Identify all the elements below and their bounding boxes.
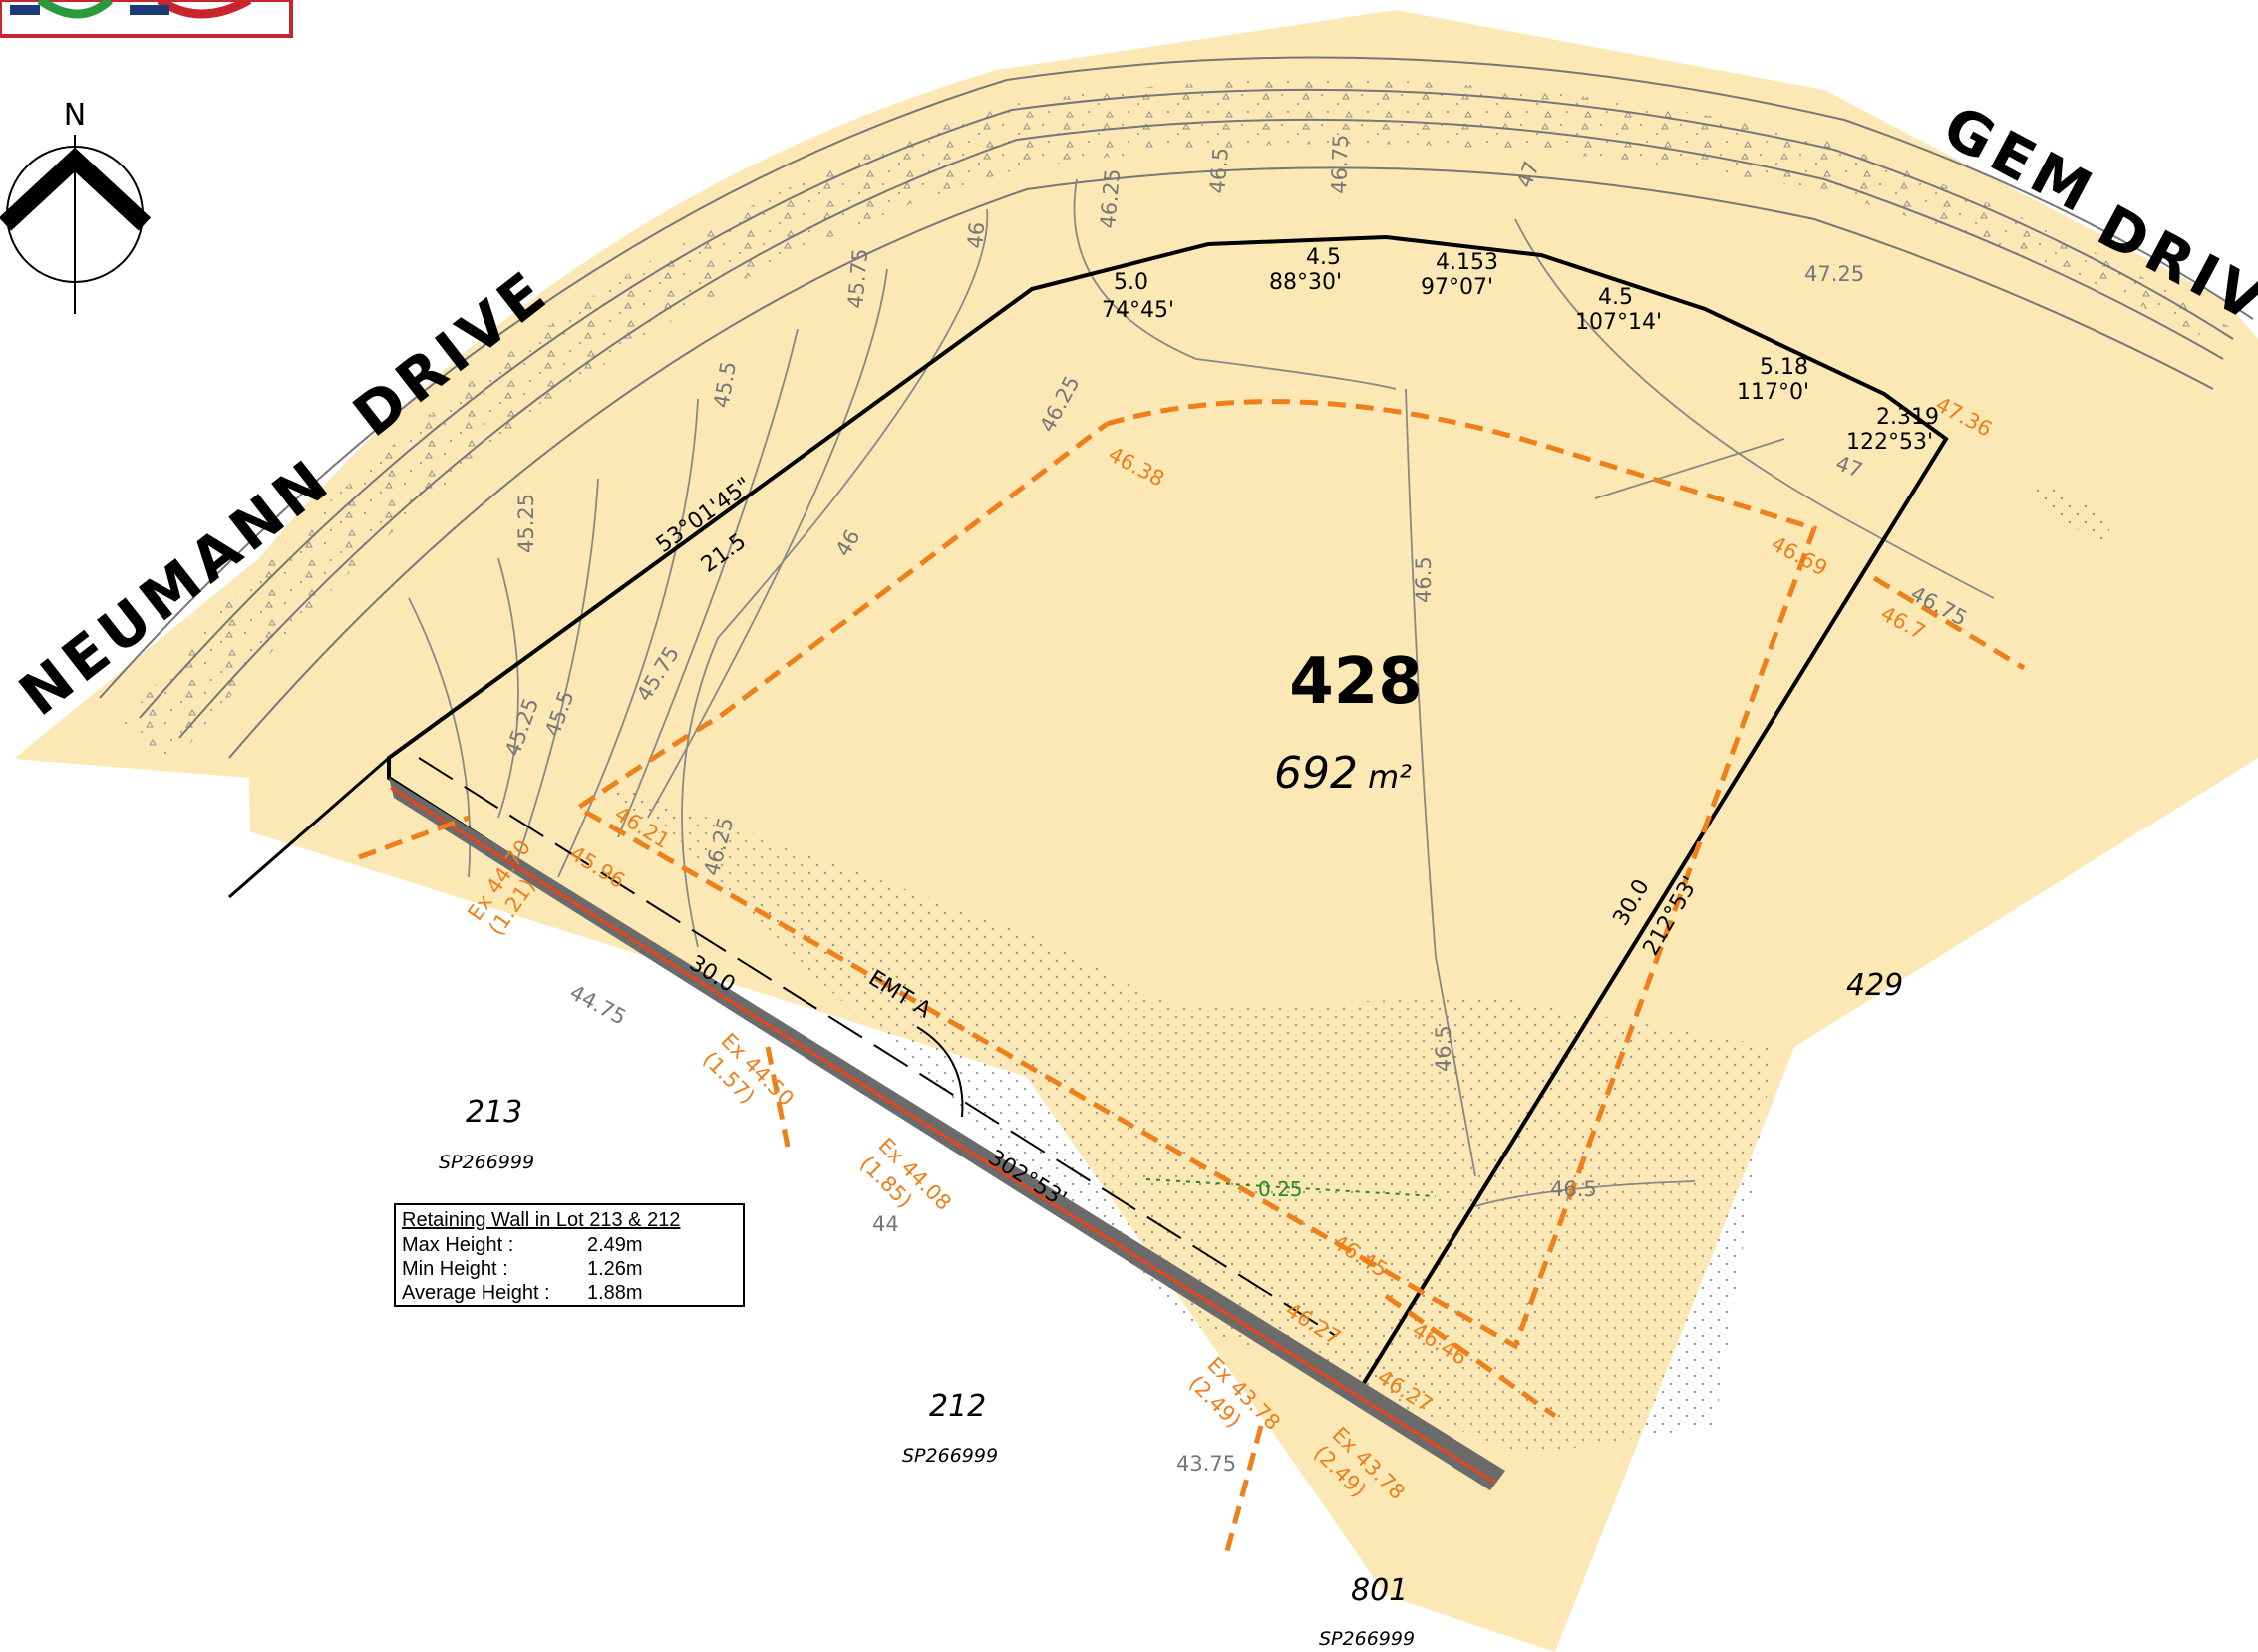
contour-label: 44.75 [566, 980, 630, 1029]
b4-dist: 4.153 [1436, 250, 1498, 275]
retaining-wall-table: Retaining Wall in Lot 213 & 212 Max Heig… [394, 1203, 745, 1307]
contour-label: 46.25 [1096, 167, 1125, 229]
retaining-wall-title: Retaining Wall in Lot 213 & 212 [402, 1209, 681, 1231]
contour-label: 46 [963, 221, 989, 250]
b7-dist: 2.319 [1876, 405, 1939, 430]
b3-angle: 88°30' [1269, 270, 1342, 295]
easement-arrow [916, 1026, 964, 1118]
b7-angle: 122°53' [1846, 430, 1933, 455]
contour-label: 46.5 [1412, 556, 1436, 603]
embankment-hatch-right [2034, 479, 2113, 548]
design-levels [358, 399, 2026, 1556]
b6-dist: 5.18 [1760, 355, 1808, 380]
b6-angle: 117°0' [1737, 380, 1809, 405]
road-lines [99, 56, 2254, 759]
neighbour-plan-213: SP266999 [439, 1152, 534, 1173]
retaining-wall-row: Max Height : 2.49m [402, 1234, 643, 1256]
contour-label: 43.75 [1176, 1452, 1236, 1476]
contour-label: 46.5 [1550, 1177, 1597, 1201]
fall-label: 0.25 [1258, 1177, 1303, 1201]
easement-dash [418, 757, 1337, 1337]
contour-lines [408, 178, 1995, 1207]
contour-label: 45.75 [843, 247, 872, 309]
right-blank [1555, 758, 2258, 1652]
logo-frame [0, 0, 293, 38]
embankment-hatch [598, 778, 1774, 1456]
b4-angle: 97°07' [1421, 275, 1493, 300]
lower-blank [0, 758, 259, 1652]
retaining-wall-row: Average Height : 1.88m [402, 1282, 643, 1304]
retaining-wall-edge [390, 786, 1496, 1485]
contour-label: 47.25 [1804, 262, 1864, 286]
west-boundary [228, 756, 390, 899]
lot-area: 692 [1274, 748, 1358, 799]
contour-label: 46.5 [1432, 1025, 1455, 1072]
neighbour-lot-801: 801 [1351, 1573, 1408, 1608]
b2-dist: 5.0 [1114, 270, 1148, 295]
neighbour-plan-801: SP266999 [1319, 1628, 1415, 1650]
north-arrow-icon [0, 135, 152, 314]
neighbour-lot-213: 213 [466, 1095, 522, 1130]
b2-angle: 74°45' [1102, 298, 1174, 323]
existing-level: Ex 44.08 (1.85) [855, 1134, 956, 1215]
retaining-wall-row: Min Height : 1.26m [402, 1258, 643, 1280]
neighbour-lot-212: 212 [929, 1389, 986, 1424]
b5-dist: 4.5 [1598, 285, 1633, 310]
b3-dist: 4.5 [1306, 245, 1341, 270]
neighbour-plan-212: SP266999 [902, 1445, 998, 1467]
neighbour-lot-429: 429 [1846, 968, 1903, 1003]
contour-label: 46.5 [1205, 147, 1233, 195]
contour-label: 44 [872, 1212, 899, 1236]
b5-angle: 107°14' [1575, 310, 1662, 335]
contour-label: 46.75 [1327, 134, 1353, 194]
lot-number: 428 [1289, 645, 1423, 719]
lot-area-unit: m² [1368, 758, 1412, 796]
contour-label: 45.25 [514, 494, 538, 553]
fall-green [1145, 1178, 1437, 1197]
north-label: N [64, 98, 86, 133]
